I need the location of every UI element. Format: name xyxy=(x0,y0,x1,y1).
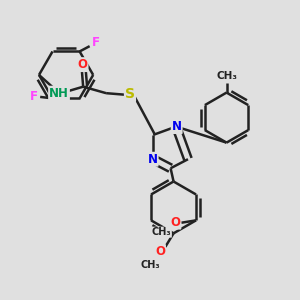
Text: O: O xyxy=(170,216,180,229)
Text: F: F xyxy=(29,90,38,103)
Text: O: O xyxy=(155,245,165,258)
Text: N: N xyxy=(172,120,182,133)
Text: CH₃: CH₃ xyxy=(216,71,237,81)
Text: CH₃: CH₃ xyxy=(152,227,171,237)
Text: F: F xyxy=(92,35,100,49)
Text: O: O xyxy=(78,58,88,71)
Text: S: S xyxy=(125,87,135,101)
Text: CH₃: CH₃ xyxy=(140,260,160,269)
Text: NH: NH xyxy=(49,87,69,100)
Text: N: N xyxy=(148,153,158,166)
